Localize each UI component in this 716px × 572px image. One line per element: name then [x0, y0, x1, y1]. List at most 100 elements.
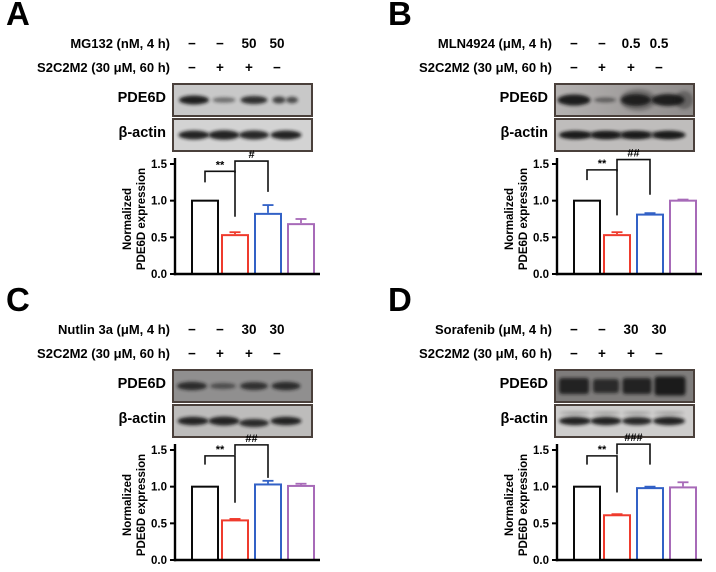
bar: [669, 199, 697, 276]
blot-band: [623, 411, 651, 415]
panel-D-content: D Sorafenib (μM, 4 h) − − 30 30 S2C2M2 (…: [382, 281, 716, 572]
blot-band: [590, 416, 622, 426]
blot-band: [208, 416, 240, 426]
bar: [287, 484, 315, 561]
blot-band: [559, 130, 591, 140]
lane-symbol: −: [273, 346, 281, 361]
treatment-label: MLN4924 (μM, 4 h): [437, 36, 552, 51]
significance-label: **: [598, 158, 607, 170]
y-axis-title: Normalized: [504, 474, 516, 536]
lane-symbol: +: [598, 346, 606, 361]
lane-symbol: −: [598, 322, 606, 337]
significance-label: ###: [624, 432, 642, 444]
y-tick-label: 0.0: [151, 269, 167, 281]
lane-symbol: −: [570, 60, 578, 75]
y-axis-title: PDE6D expression: [136, 168, 148, 270]
y-tick-label: 1.0: [151, 196, 167, 208]
bar: [636, 487, 664, 562]
significance-label: **: [216, 444, 225, 456]
blot-band: [208, 130, 240, 140]
lane-symbol: +: [245, 346, 253, 361]
y-tick-label: 0.0: [533, 269, 549, 281]
pde6d-western-blot: [172, 83, 313, 117]
bar: [221, 234, 249, 275]
lane-symbol: −: [216, 322, 224, 337]
blot-band: [240, 382, 268, 390]
blot-band: [270, 130, 302, 140]
lane-symbol: 30: [651, 322, 667, 337]
y-tick-label: 1.5: [151, 159, 168, 171]
blot-band: [592, 411, 620, 415]
lane-symbol: −: [655, 346, 663, 361]
y-axis-title: PDE6D expression: [136, 454, 148, 556]
y-tick-label: 0.5: [533, 518, 550, 530]
panel-letter: C: [6, 281, 30, 318]
lane-symbol: 50: [241, 36, 257, 51]
blot-band: [271, 381, 301, 391]
expression-bar-chart: 0.0 0.5 1.0 1.5 Normalized PDE6D expression **…: [504, 432, 702, 567]
lane-symbol: +: [598, 60, 606, 75]
blot-label-actin: β-actin: [118, 125, 166, 141]
blot-label-pde6d: PDE6D: [117, 90, 166, 106]
bar: [254, 212, 282, 276]
blot-band: [594, 97, 616, 103]
y-axis-title: Normalized: [122, 188, 134, 250]
lane-symbol: 0.5: [621, 36, 641, 51]
blot-band: [591, 131, 621, 139]
pde6d-western-blot: [172, 369, 313, 403]
blot-band: [286, 96, 298, 104]
blot-band: [654, 411, 684, 415]
actin-western-blot: [172, 118, 313, 152]
lane-symbol: −: [188, 322, 196, 337]
pde6d-western-blot: [554, 369, 695, 403]
bar: [287, 223, 315, 275]
lane-symbol: −: [598, 36, 606, 51]
y-tick-label: 0.5: [151, 232, 168, 244]
lane-symbol: −: [216, 36, 224, 51]
y-tick-label: 1.5: [533, 159, 550, 171]
y-tick-label: 1.5: [533, 445, 550, 457]
blot-band: [621, 94, 651, 106]
bar: [603, 234, 631, 275]
lane-symbol: −: [188, 346, 196, 361]
lane-symbol: −: [188, 36, 196, 51]
blot-band: [557, 94, 591, 106]
bar: [221, 519, 249, 561]
bar: [669, 486, 697, 561]
lane-symbol: +: [216, 346, 224, 361]
actin-blot-image: [174, 120, 311, 150]
blot-band: [654, 376, 686, 396]
blot-band: [272, 96, 286, 104]
blot-label-pde6d: PDE6D: [499, 90, 548, 106]
significance-bracket: [204, 170, 236, 217]
pde6d-blot-image: [174, 371, 311, 401]
blot-label-pde6d: PDE6D: [499, 376, 548, 392]
y-axis-title: Normalized: [122, 474, 134, 536]
y-tick-label: 1.0: [151, 482, 167, 494]
bar: [636, 213, 664, 275]
expression-bar-chart: 0.0 0.5 1.0 1.5 Normalized PDE6D expression **…: [122, 433, 320, 567]
pde6d-western-blot: [554, 83, 695, 117]
bar: [573, 199, 601, 276]
blot-band: [212, 97, 236, 103]
blot-band: [239, 130, 269, 140]
panel-A: A MG132 (nM, 4 h) − − 50 50 S2C2M2 (30 μ…: [0, 0, 358, 286]
significance-label: **: [598, 444, 607, 456]
lane-symbol: −: [273, 60, 281, 75]
y-tick-label: 1.0: [533, 196, 549, 208]
pde6d-blot-image: [174, 85, 311, 115]
pde6d-blot-image: [556, 371, 693, 401]
blot-band: [559, 378, 589, 394]
significance-bracket: [204, 455, 236, 503]
lane-symbol: −: [570, 36, 578, 51]
treatment-label: Nutlin 3a (μM, 4 h): [58, 322, 170, 337]
significance-bracket: [586, 455, 618, 493]
lane-symbol: 30: [269, 322, 285, 337]
lane-symbol: 0.5: [649, 36, 669, 51]
y-axis-title: Normalized: [504, 188, 516, 250]
expression-bar-chart: 0.0 0.5 1.0 1.5 Normalized PDE6D expression **…: [122, 149, 320, 281]
significance-label: #: [248, 149, 254, 161]
pde6d-blot-image: [556, 85, 693, 115]
blot-band: [622, 378, 652, 394]
significance-bracket: [234, 160, 269, 192]
